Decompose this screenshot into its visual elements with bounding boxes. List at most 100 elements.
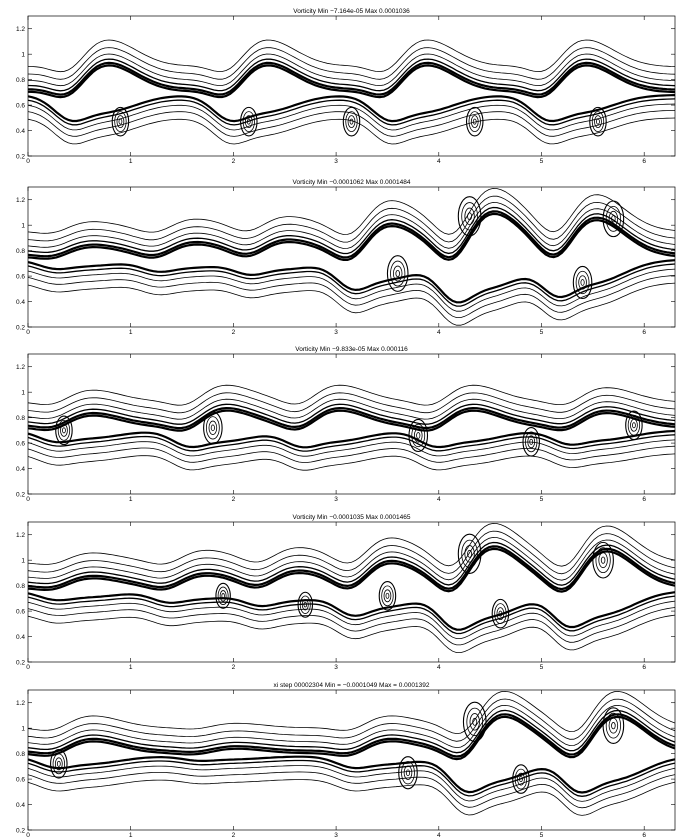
contour-line [28,541,675,586]
y-tick-label: 0.8 [16,583,25,590]
contour-lines [28,522,675,653]
contour-line [28,268,675,312]
y-tick-label: 0.2 [16,324,25,331]
contour-line [28,545,675,591]
contour-panel-5: xi step 00002304 Min = −0.0001049 Max = … [16,682,676,837]
x-tick-label: 5 [540,496,544,503]
contour-line [28,398,675,420]
vortex-core [602,200,625,238]
contour-line [28,536,675,581]
x-tick-label: 5 [540,664,544,671]
panel-title: Vorticity Min −0.0001035 Max 0.0001465 [293,514,411,521]
vortex-core [408,418,429,453]
contour-line [28,259,675,304]
contour-line [28,409,675,432]
y-tick-label: 0.6 [16,273,25,280]
vortex-core [398,756,418,790]
contour-line [28,755,675,794]
contour-line [28,453,675,471]
contour-line [28,607,675,646]
contour-line [28,759,675,797]
vortex-core [55,415,73,446]
x-tick-label: 4 [437,664,441,671]
contour-line [28,110,675,137]
contour-line [28,698,675,742]
contour-line [28,282,675,326]
x-tick-label: 3 [334,329,338,336]
contour-line [28,429,675,449]
y-tick-label: 0.6 [16,440,25,447]
y-tick-label: 0.4 [16,299,25,306]
contour-line [28,765,675,802]
y-tick-label: 0.6 [16,776,25,783]
x-tick-label: 3 [334,158,338,165]
vortex-core [342,106,361,137]
x-tick-label: 5 [540,832,544,837]
contour-line [28,392,675,414]
y-tick-label: 1.2 [16,532,25,539]
contour-line [28,263,675,307]
contour-line [28,704,675,749]
x-tick-label: 6 [642,329,646,336]
y-tick-label: 1.2 [16,197,25,204]
y-tick-label: 0.8 [16,248,25,255]
x-tick-label: 4 [437,496,441,503]
x-tick-label: 1 [129,329,133,336]
contour-panel-3: Vorticity Min −9.833e-05 Max 0.000116 0 1 2… [16,346,676,503]
contour-line [28,547,675,593]
vortex-core [625,410,643,441]
contour-line [28,64,675,99]
contour-line [28,61,675,96]
contour-line [28,715,675,761]
panel-title: xi step 00002304 Min = −0.0001049 Max = … [274,682,430,689]
contour-line [28,187,675,235]
vortex-core [50,749,68,779]
contour-lines [28,39,675,145]
x-tick-label: 3 [334,496,338,503]
contour-line [28,434,675,452]
contour-line [28,212,675,261]
contour-line [28,595,675,635]
vortex-core [386,255,409,292]
axes-frame [27,15,676,157]
y-tick-label: 0.2 [16,827,25,834]
x-tick-label: 1 [129,496,133,503]
contour-lines [28,384,675,471]
y-tick-label: 0.8 [16,77,25,84]
vortex-core [457,533,482,574]
y-tick-label: 0.8 [16,415,25,422]
y-tick-label: 1 [21,389,25,396]
x-tick-label: 4 [437,329,441,336]
vortex-core [203,411,223,445]
contour-panel-2: Vorticity Min −0.0001062 Max 0.0001484 0 1… [16,179,676,336]
contour-line [28,39,675,73]
x-tick-label: 1 [129,832,133,837]
vortex-core [572,265,593,300]
vortex-core [602,707,625,745]
x-tick-label: 6 [642,664,646,671]
x-tick-label: 4 [437,832,441,837]
y-tick-label: 0.2 [16,491,25,498]
vortex-core [297,591,314,618]
y-tick-label: 0.2 [16,659,25,666]
y-tick-label: 0.4 [16,128,25,135]
contour-line [28,591,675,631]
vortex-core [522,427,540,457]
x-tick-label: 0 [26,832,30,837]
vortex-core [111,106,130,137]
contour-line [28,384,675,406]
x-tick-label: 6 [642,496,646,503]
x-tick-label: 4 [437,158,441,165]
y-tick-label: 0.6 [16,102,25,109]
vortex-core [589,106,607,137]
x-tick-label: 5 [540,329,544,336]
x-tick-label: 2 [232,496,236,503]
contour-line [28,530,675,575]
contour-line [28,406,675,430]
panel-title: Vorticity Min −9.833e-05 Max 0.000116 [295,346,408,353]
contour-line [28,195,675,243]
x-tick-label: 6 [642,158,646,165]
x-tick-label: 2 [232,158,236,165]
vortex-core [215,582,231,609]
